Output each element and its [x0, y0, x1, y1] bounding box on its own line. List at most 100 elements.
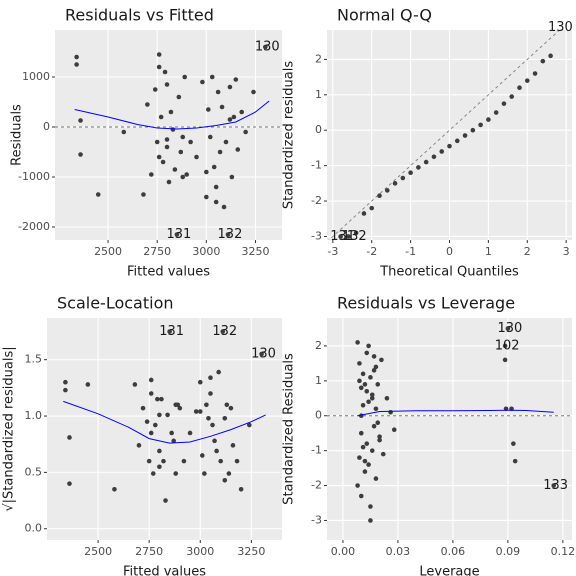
- y-tick-label: -2000: [18, 220, 50, 233]
- point: [512, 458, 518, 464]
- point: [532, 71, 538, 76]
- point: [180, 174, 186, 180]
- point: [509, 94, 515, 99]
- point: [161, 458, 166, 464]
- y-tick-label: 2: [315, 52, 322, 65]
- point: [357, 455, 362, 460]
- y-axis-label: Standardized Residuals: [282, 353, 297, 505]
- point: [358, 493, 364, 499]
- x-tick-label: 2750: [135, 545, 163, 558]
- plot-layer: [327, 326, 572, 523]
- point: [505, 326, 511, 331]
- point-label: 102: [495, 338, 520, 353]
- x-tick-label: 0.06: [441, 545, 466, 558]
- point: [551, 483, 556, 488]
- point: [423, 159, 429, 165]
- x-tick-label: 3000: [186, 545, 214, 558]
- y-tick-label: 0.0: [25, 522, 43, 535]
- point: [408, 170, 413, 176]
- point: [493, 110, 499, 115]
- smooth-line: [357, 409, 554, 417]
- point: [235, 147, 241, 152]
- point: [144, 419, 150, 424]
- point: [369, 395, 375, 401]
- point: [208, 375, 213, 381]
- point: [150, 471, 156, 476]
- point: [157, 448, 162, 454]
- point: [357, 361, 362, 366]
- point: [159, 396, 164, 402]
- point: [238, 486, 244, 492]
- point-label: 133: [543, 478, 568, 493]
- point: [169, 430, 174, 436]
- point: [194, 154, 199, 160]
- point: [148, 377, 154, 383]
- point: [188, 139, 193, 145]
- point-label: 131: [166, 227, 191, 242]
- point: [121, 129, 127, 135]
- point: [149, 172, 154, 177]
- y-tick-label: 2: [315, 339, 322, 352]
- point-label: 132: [218, 227, 243, 242]
- point: [205, 107, 211, 112]
- point: [369, 392, 375, 398]
- point: [148, 430, 154, 436]
- point: [251, 89, 256, 95]
- point: [364, 350, 370, 356]
- point: [360, 444, 366, 450]
- point: [155, 396, 160, 402]
- point: [360, 402, 366, 408]
- x-tick-label: -3: [327, 245, 338, 258]
- point: [173, 402, 179, 408]
- smooth-line: [74, 100, 270, 130]
- point: [224, 402, 230, 408]
- point: [369, 205, 375, 211]
- point: [213, 184, 219, 190]
- point: [221, 204, 227, 210]
- point: [388, 409, 393, 415]
- point: [145, 102, 150, 107]
- x-tick-label: 0.12: [551, 545, 576, 558]
- point: [223, 139, 229, 145]
- x-tick-label: 2500: [84, 545, 112, 558]
- point: [164, 144, 170, 150]
- point: [197, 409, 203, 414]
- smooth-line: [63, 400, 266, 444]
- point: [222, 477, 228, 483]
- x-tick-label: 2500: [94, 245, 122, 258]
- point: [362, 469, 368, 474]
- point: [222, 415, 228, 421]
- x-tick-label: 3: [563, 245, 570, 258]
- point: [204, 402, 209, 408]
- point: [380, 451, 386, 457]
- y-tick-label: -3: [311, 229, 322, 242]
- point: [176, 94, 182, 100]
- point: [212, 438, 217, 444]
- point: [141, 192, 146, 197]
- point: [371, 423, 377, 429]
- point: [400, 175, 406, 181]
- point: [171, 438, 176, 444]
- point: [368, 504, 373, 509]
- point: [148, 391, 154, 396]
- point: [78, 118, 83, 123]
- panel-title: Residuals vs Fitted: [65, 6, 214, 25]
- point: [218, 458, 223, 464]
- point: [462, 133, 468, 138]
- point: [377, 434, 382, 439]
- x-tick-label: 2: [524, 245, 531, 258]
- point: [213, 199, 219, 205]
- point: [234, 458, 240, 464]
- point: [358, 430, 364, 436]
- y-tick-label: -1: [311, 159, 322, 172]
- point: [486, 117, 491, 122]
- x-axis-label: Fitted values: [127, 265, 210, 280]
- point: [153, 422, 158, 428]
- point: [164, 137, 170, 142]
- point: [163, 498, 168, 503]
- point: [202, 471, 207, 476]
- point: [375, 382, 381, 387]
- panel-title: Normal Q-Q: [337, 6, 432, 25]
- point: [366, 399, 371, 405]
